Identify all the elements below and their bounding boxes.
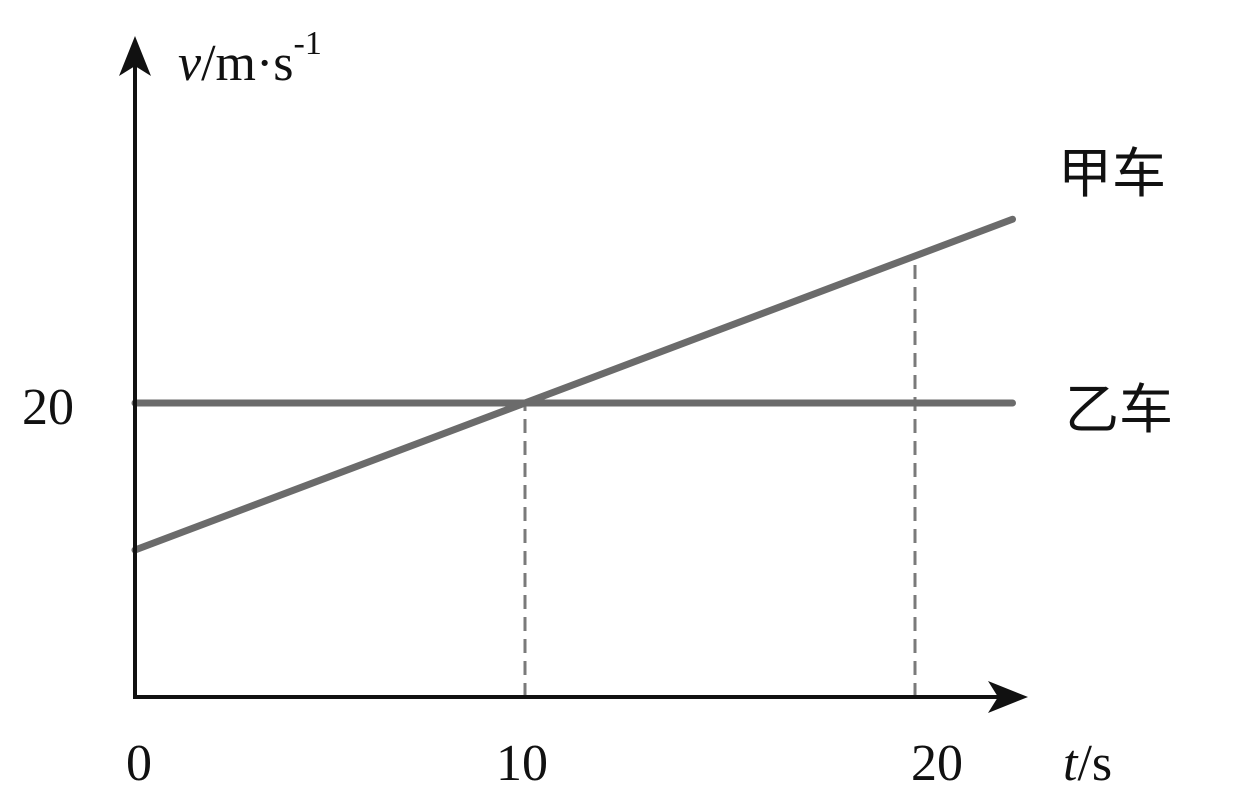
- series-line-jia: [131, 215, 1016, 554]
- x-axis-variable: t: [1063, 735, 1079, 790]
- x-axis-unit: /s: [1077, 735, 1112, 790]
- x-tick-label-20: 20: [911, 735, 963, 790]
- origin-label: 0: [126, 735, 152, 790]
- series-label-yi: 乙车: [1065, 378, 1173, 441]
- y-axis-label: v/m·s-1: [178, 25, 322, 92]
- x-tick-label-10: 10: [496, 735, 548, 790]
- y-axis-arrow: [119, 36, 151, 76]
- series-label-jia: 甲车: [1058, 142, 1166, 205]
- series-layer: [131, 215, 1016, 554]
- y-axis-exponent: -1: [294, 25, 322, 62]
- y-axis-variable: v: [178, 35, 202, 92]
- y-axis-unit: /m·s: [201, 35, 293, 92]
- reference-lines: [523, 256, 917, 697]
- y-tick-label-20: 20: [22, 379, 74, 436]
- x-axis-label: t/s: [1063, 735, 1112, 790]
- x-axis-arrow: [988, 681, 1028, 713]
